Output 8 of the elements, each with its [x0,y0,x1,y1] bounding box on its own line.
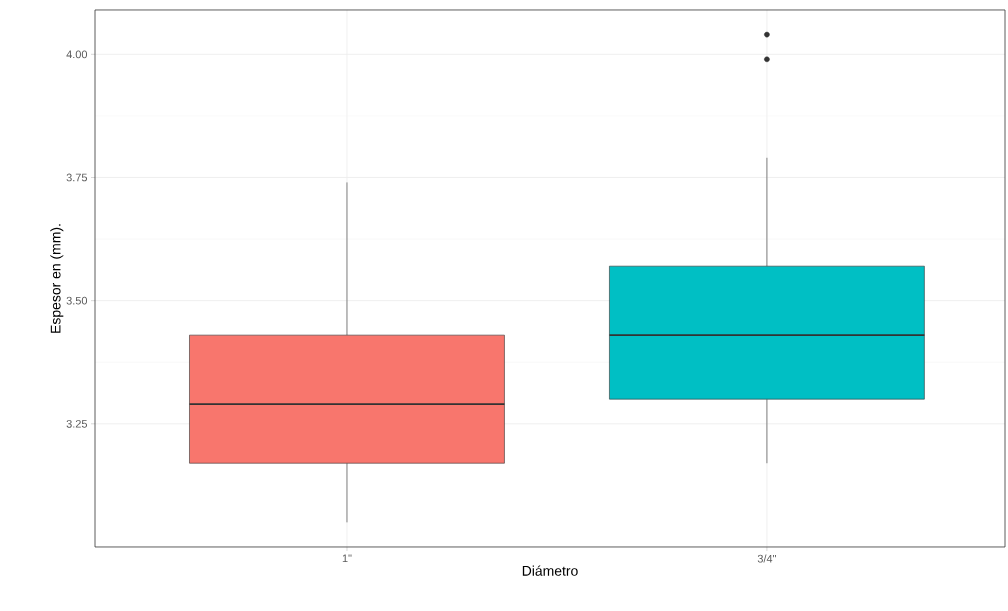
y-tick-label: 3.75 [66,173,88,182]
y-tick-label: 4.00 [66,50,88,59]
y-axis-title: Espesor en (mm). [50,224,64,333]
x-axis-title: Diámetro [522,565,578,576]
x-tick-label: 3/4" [757,554,776,563]
x-tick-label: 1" [342,554,352,563]
y-tick-label: 3.25 [66,419,88,428]
y-tick-label: 3.50 [66,296,88,305]
